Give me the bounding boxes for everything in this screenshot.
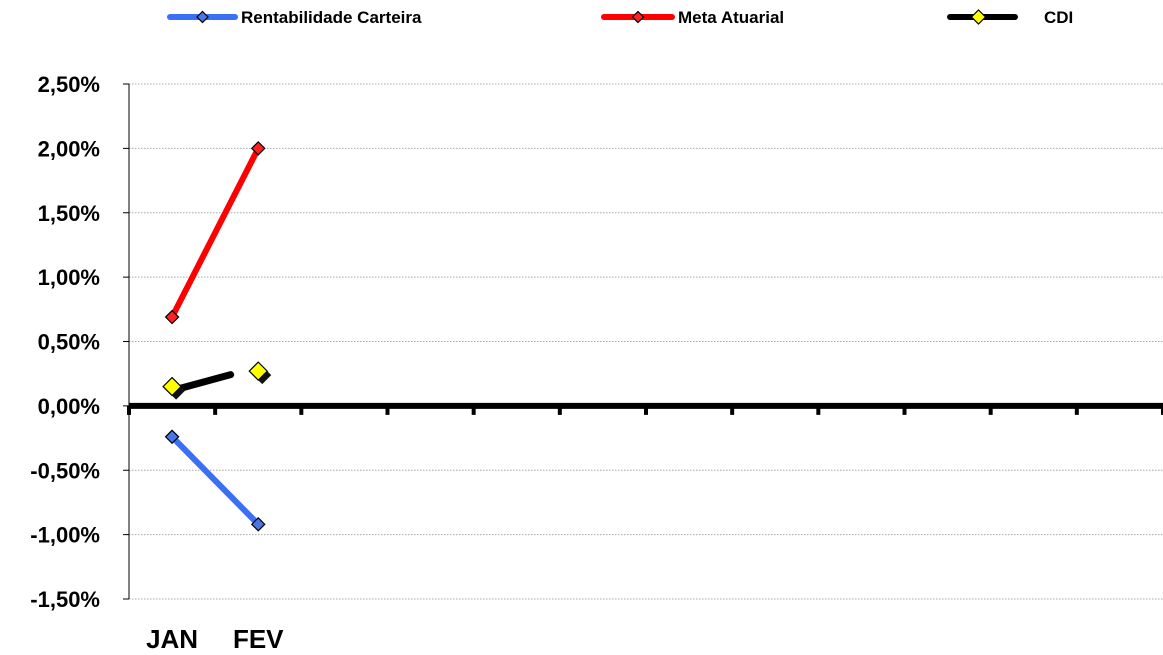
- y-tick-label: 0,00%: [38, 394, 100, 419]
- plot-area: [162, 141, 272, 532]
- legend-marker: [196, 10, 209, 24]
- data-point: [250, 141, 266, 156]
- legend-item: CDI: [947, 8, 1073, 27]
- x-tick-label: FEV: [233, 624, 284, 654]
- series-0: [164, 429, 266, 532]
- series-line: [169, 145, 262, 321]
- data-point: [164, 429, 180, 445]
- data-point: [162, 376, 182, 397]
- legend: Rentabilidade Carteira Meta Atuarial CDI: [167, 8, 1073, 27]
- series-1: [164, 141, 266, 325]
- y-tick-label: 1,00%: [38, 265, 100, 290]
- series-line: [169, 433, 262, 528]
- y-tick-label: 1,50%: [38, 201, 100, 226]
- legend-marker: [631, 10, 645, 24]
- x-tick-label: JAN: [146, 624, 198, 654]
- data-point: [248, 361, 269, 381]
- y-tick-label: 2,50%: [38, 72, 100, 97]
- y-tick-label: -1,50%: [30, 587, 100, 612]
- y-axis: 2,50% 2,00% 1,50% 1,00% 0,50% 0,00% -0,50% -1,0…: [30, 72, 130, 612]
- series-2: [162, 361, 272, 400]
- y-tick-label: 0,50%: [38, 330, 100, 355]
- gridlines: [129, 83, 1163, 600]
- x-axis: JAN FEV: [127, 402, 1163, 654]
- legend-label: Rentabilidade Carteira: [241, 8, 422, 27]
- data-point: [250, 516, 266, 532]
- data-point: [164, 309, 180, 325]
- legend-item: Meta Atuarial: [601, 8, 784, 27]
- legend-label: CDI: [1044, 8, 1073, 27]
- legend-label: Meta Atuarial: [678, 8, 784, 27]
- legend-item: Rentabilidade Carteira: [167, 8, 422, 27]
- y-tick-label: -0,50%: [30, 458, 100, 483]
- legend-marker: [970, 9, 987, 25]
- y-tick-label: 2,00%: [38, 136, 100, 161]
- y-tick-label: -1,00%: [30, 523, 100, 548]
